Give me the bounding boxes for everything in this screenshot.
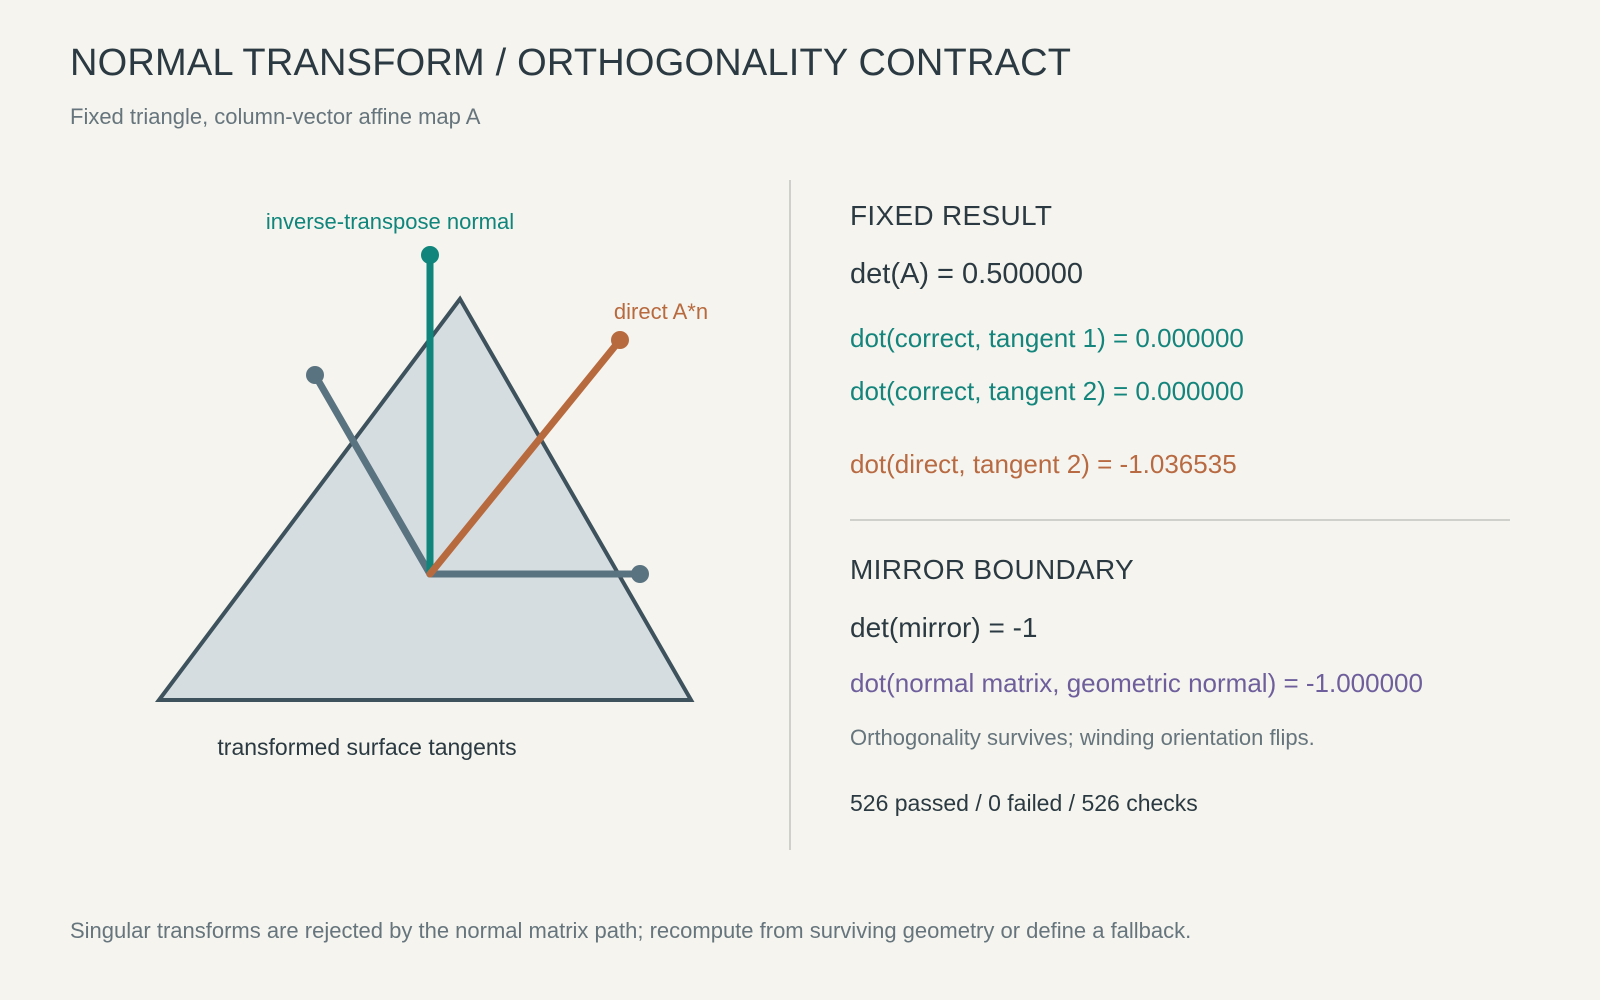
dot-normal-matrix: dot(normal matrix, geometric normal) = -… [850,668,1423,698]
det-a-value: det(A) = 0.500000 [850,258,1083,290]
tangent-2-tip [631,565,649,583]
tangent-1-vector [311,371,434,578]
mirror-note: Orthogonality survives; winding orientat… [850,725,1315,750]
footer-note: Singular transforms are rejected by the … [70,918,1192,943]
inverse-transpose-normal-tip [421,246,439,264]
dot-correct-tangent-1: dot(correct, tangent 1) = 0.000000 [850,323,1244,353]
mirror-boundary-heading: MIRROR BOUNDARY [850,554,1135,585]
det-mirror-value: det(mirror) = -1 [850,612,1038,643]
label-inverse-transpose-normal: inverse-transpose normal [266,209,514,234]
section-divider [850,519,1510,521]
check-stats: 526 passed / 0 failed / 526 checks [850,790,1198,816]
vertical-divider [789,180,791,850]
label-direct-normal: direct A*n [614,299,708,324]
direct-normal-tip [611,331,629,349]
tangent-1-tip [306,366,324,384]
direct-normal-vector [426,336,624,578]
label-tangents: transformed surface tangents [217,734,516,760]
dot-direct-tangent-2: dot(direct, tangent 2) = -1.036535 [850,449,1237,479]
results-panel: FIXED RESULT det(A) = 0.500000 dot(corre… [850,0,1530,1000]
page-subtitle: Fixed triangle, column-vector affine map… [70,104,481,129]
transformed-triangle [154,295,695,702]
fixed-result-heading: FIXED RESULT [850,200,1053,231]
normal-transform-diagram: inverse-transpose normal direct A*n tran… [154,209,708,760]
dot-correct-tangent-2: dot(correct, tangent 2) = 0.000000 [850,376,1244,406]
page-title: NORMAL TRANSFORM / ORTHOGONALITY CONTRAC… [70,42,1072,84]
